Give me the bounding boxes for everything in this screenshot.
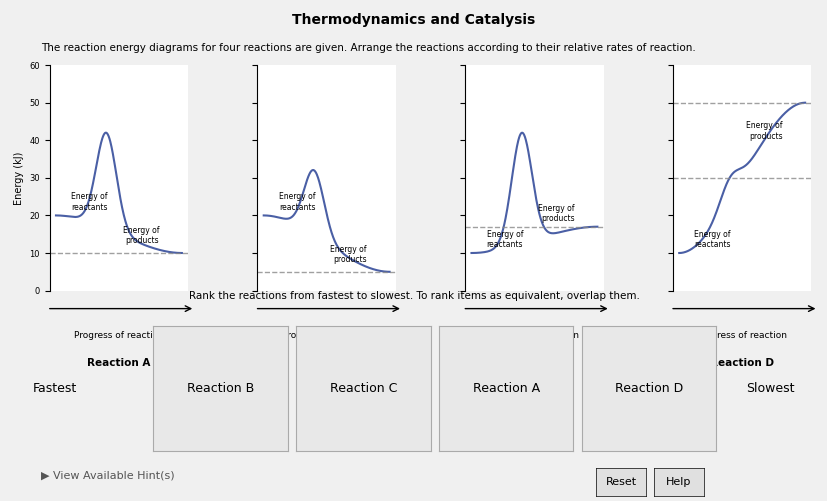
Text: Energy of
reactants: Energy of reactants	[694, 230, 730, 249]
Text: Energy of
products: Energy of products	[745, 122, 782, 141]
Text: Fastest: Fastest	[33, 382, 77, 395]
Text: Energy of
products: Energy of products	[122, 226, 159, 245]
Y-axis label: Energy (kJ): Energy (kJ)	[14, 151, 24, 204]
Text: Reaction C: Reaction C	[329, 382, 396, 395]
Text: Reset: Reset	[605, 477, 636, 487]
Text: Reaction A: Reaction A	[472, 382, 539, 395]
Text: Progress of reaction: Progress of reaction	[489, 331, 579, 340]
Text: Progress of reaction: Progress of reaction	[696, 331, 786, 340]
Text: Reaction D: Reaction D	[614, 382, 682, 395]
Text: Energy of
reactants: Energy of reactants	[486, 230, 523, 249]
Text: Reaction B: Reaction B	[294, 358, 358, 368]
Text: Rank the reactions from fastest to slowest. To rank items as equivalent, overlap: Rank the reactions from fastest to slowe…	[189, 291, 638, 301]
Text: Reaction D: Reaction D	[710, 358, 773, 368]
Text: Slowest: Slowest	[745, 382, 794, 395]
Text: Reaction A: Reaction A	[87, 358, 151, 368]
Text: Energy of
products: Energy of products	[330, 245, 366, 265]
Text: Thermodynamics and Catalysis: Thermodynamics and Catalysis	[292, 13, 535, 27]
Text: The reaction energy diagrams for four reactions are given. Arrange the reactions: The reaction energy diagrams for four re…	[41, 43, 696, 53]
Text: ▶ View Available Hint(s): ▶ View Available Hint(s)	[41, 471, 174, 481]
Text: Energy of
reactants: Energy of reactants	[71, 192, 108, 212]
Text: Progress of reaction: Progress of reaction	[281, 331, 371, 340]
Text: Help: Help	[666, 477, 691, 487]
Text: Progress of reaction: Progress of reaction	[74, 331, 164, 340]
Text: Energy of
products: Energy of products	[538, 203, 574, 223]
Text: Reaction C: Reaction C	[502, 358, 565, 368]
Text: Reaction B: Reaction B	[187, 382, 254, 395]
Text: Energy of
reactants: Energy of reactants	[279, 192, 315, 212]
